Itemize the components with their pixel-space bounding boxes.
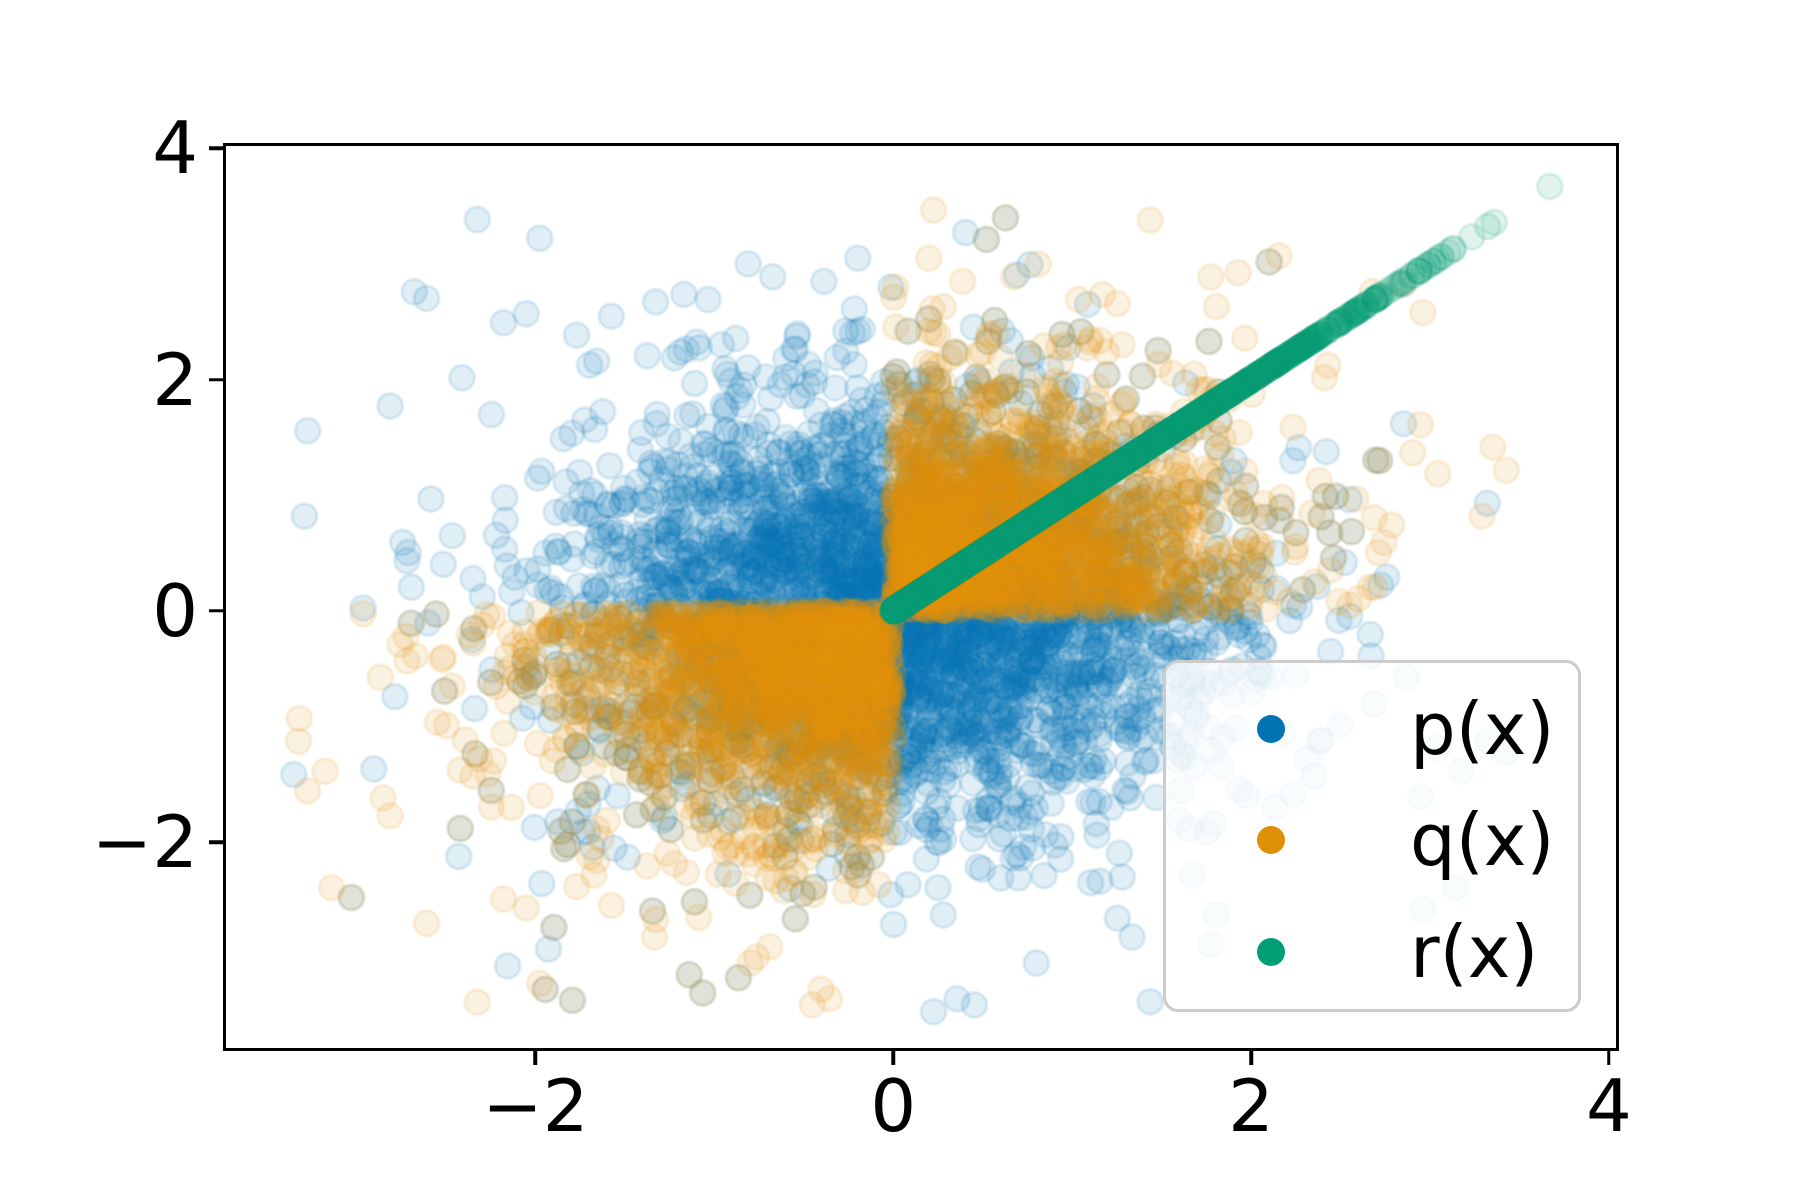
- y-tick-label: 2: [152, 337, 198, 422]
- legend-label-p: p(x): [1410, 687, 1555, 771]
- x-tick-label: 4: [1585, 1064, 1632, 1148]
- legend-label-q: q(x): [1410, 798, 1555, 882]
- y-tick-label: −2: [91, 800, 198, 885]
- legend-marker-p-icon: [1257, 715, 1285, 743]
- x-tick-label: −2: [482, 1064, 589, 1148]
- legend-row-r: r(x): [1166, 912, 1578, 992]
- legend-row-p: p(x): [1166, 689, 1578, 769]
- x-tick-mark: [891, 1051, 896, 1065]
- legend-marker-q-icon: [1257, 826, 1285, 854]
- y-tick-mark: [209, 840, 223, 844]
- x-tick-label: 0: [870, 1064, 917, 1148]
- y-tick-label: 4: [152, 106, 198, 191]
- plot-frame: [223, 143, 1619, 1051]
- legend-marker-r-icon: [1257, 938, 1285, 966]
- x-tick-label: 2: [1228, 1064, 1274, 1148]
- x-tick-mark: [1607, 1051, 1611, 1065]
- legend-row-q: q(x): [1166, 800, 1578, 880]
- legend-label-r: r(x): [1410, 910, 1539, 994]
- x-tick-mark: [533, 1051, 538, 1065]
- legend: p(x) q(x) r(x): [1163, 660, 1581, 1012]
- y-tick-mark: [209, 377, 223, 382]
- y-tick-mark: [209, 146, 223, 151]
- x-tick-mark: [1249, 1051, 1253, 1065]
- y-tick-mark: [209, 609, 223, 613]
- y-tick-label: 0: [152, 568, 198, 653]
